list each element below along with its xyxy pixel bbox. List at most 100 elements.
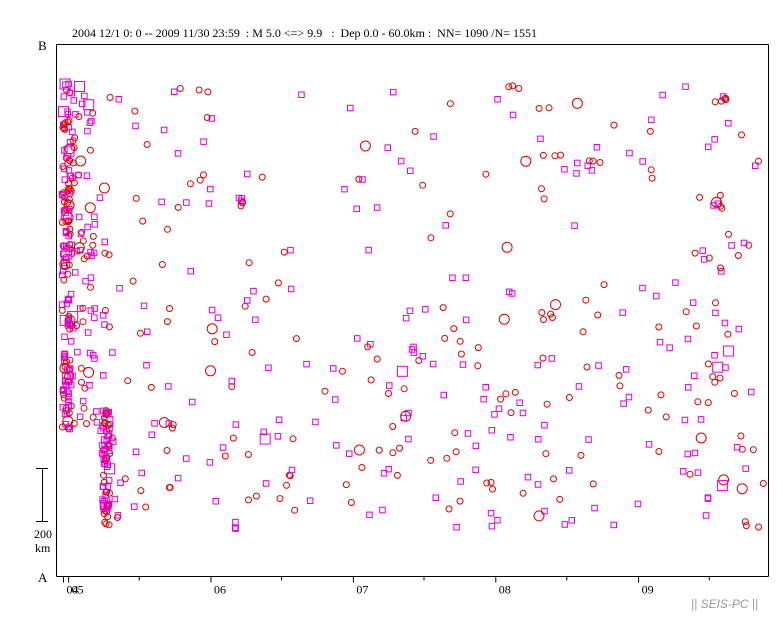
data-point-square <box>410 349 418 356</box>
data-point-circle <box>163 447 171 454</box>
scale-bar <box>36 468 48 522</box>
data-point-circle <box>203 114 211 121</box>
data-point-square <box>60 93 68 100</box>
data-point-circle <box>583 363 591 371</box>
data-point-square <box>61 165 68 173</box>
data-point-square <box>442 222 449 229</box>
data-point-circle <box>446 100 454 108</box>
data-point-square <box>59 267 67 275</box>
data-point-square <box>705 143 712 151</box>
data-point-square <box>91 305 98 312</box>
data-point-circle <box>705 254 713 262</box>
data-point-square <box>462 316 470 324</box>
data-point-circle <box>497 395 504 403</box>
data-point-square <box>505 288 513 295</box>
data-point-square <box>67 365 74 372</box>
data-point-square <box>571 222 578 229</box>
data-point-square <box>165 383 172 390</box>
data-point-circle <box>540 195 548 203</box>
data-point-circle <box>89 232 97 240</box>
data-point-circle <box>64 198 72 206</box>
data-point-circle <box>600 281 608 289</box>
data-point-square <box>330 365 337 372</box>
data-point-square <box>58 106 69 118</box>
data-point-square <box>65 423 73 431</box>
data-point-square <box>65 378 72 386</box>
data-point-square <box>144 328 151 335</box>
data-point-square <box>472 466 479 474</box>
data-point-circle <box>61 193 68 201</box>
data-point-square <box>524 473 532 481</box>
data-point-square <box>101 238 108 246</box>
data-point-square <box>610 521 617 529</box>
data-point-square <box>656 338 664 346</box>
data-point-circle <box>142 503 150 511</box>
data-point-square <box>494 516 501 524</box>
data-point-circle <box>737 432 745 440</box>
data-point-circle <box>539 354 547 362</box>
data-point-circle <box>124 377 132 385</box>
data-point-circle <box>342 481 350 489</box>
data-point-square <box>98 442 106 449</box>
data-point-square <box>379 506 386 514</box>
data-point-square <box>699 247 706 254</box>
data-point-square <box>711 136 718 143</box>
data-point-circle <box>647 166 655 174</box>
data-point-circle <box>704 360 712 368</box>
data-point-circle <box>66 225 74 233</box>
data-point-circle <box>280 248 288 256</box>
x-tick-label: 05 <box>72 583 84 597</box>
data-point-circle <box>717 202 724 210</box>
data-point-circle <box>206 323 218 335</box>
data-point-circle <box>245 496 252 504</box>
plot-frame <box>56 44 769 577</box>
data-point-square <box>208 115 216 122</box>
data-point-square <box>672 279 679 286</box>
data-point-circle <box>456 337 464 345</box>
data-point-circle <box>108 434 116 442</box>
data-point-square <box>67 338 75 345</box>
data-point-circle <box>200 171 207 179</box>
data-point-square <box>79 100 86 108</box>
data-point-square <box>75 213 83 221</box>
data-point-circle <box>100 478 108 486</box>
data-point-square <box>380 470 388 477</box>
data-point-square <box>74 81 85 92</box>
data-point-circle <box>725 230 732 238</box>
data-point-square <box>298 91 305 98</box>
data-point-circle <box>65 261 73 269</box>
data-point-square <box>109 349 116 356</box>
data-point-square <box>207 185 214 193</box>
data-point-circle <box>498 313 510 325</box>
data-point-circle <box>65 180 73 188</box>
data-point-circle <box>511 388 519 396</box>
data-point-square <box>287 285 295 293</box>
data-point-circle <box>694 398 702 406</box>
data-point-circle <box>396 444 404 452</box>
data-point-circle <box>339 367 346 375</box>
data-point-square <box>359 176 366 183</box>
data-point-circle <box>646 127 654 135</box>
data-point-square <box>689 299 697 306</box>
data-point-square <box>174 150 182 157</box>
data-point-circle <box>393 471 401 479</box>
data-point-square <box>105 500 113 508</box>
data-point-square <box>422 306 429 313</box>
data-point-square <box>93 419 101 426</box>
data-point-circle <box>359 140 371 152</box>
data-point-circle <box>245 259 253 267</box>
data-point-square <box>158 198 165 206</box>
data-point-square <box>97 427 104 434</box>
data-point-square <box>138 469 145 477</box>
data-point-square <box>584 162 591 169</box>
data-point-square <box>752 162 759 169</box>
data-point-circle <box>716 191 724 199</box>
data-point-circle <box>450 325 458 333</box>
data-point-square <box>238 195 246 202</box>
data-point-square <box>61 410 69 418</box>
data-point-circle <box>501 241 513 253</box>
data-point-square <box>75 171 82 179</box>
data-point-square <box>495 405 503 412</box>
data-point-square <box>91 355 98 362</box>
data-point-square <box>397 157 405 165</box>
